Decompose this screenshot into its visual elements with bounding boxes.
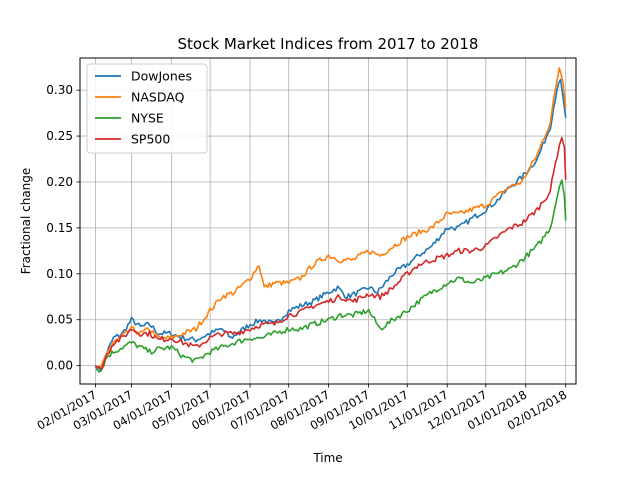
y-axis: 0.00 0.05 0.10 0.15 0.20 0.25 0.30 (46, 83, 80, 373)
legend-label: SP500 (131, 132, 170, 147)
series-line-sp500 (94, 136, 567, 370)
y-tick-label: 0.25 (46, 129, 73, 143)
y-axis-label: Fractional change (19, 168, 33, 275)
legend-label: NASDAQ (131, 90, 185, 105)
y-tick-label: 0.15 (46, 221, 73, 235)
legend-box (86, 63, 208, 154)
chart-title: Stock Market Indices from 2017 to 2018 (178, 35, 479, 53)
series-line-nyse (94, 179, 567, 373)
y-tick-label: 0.05 (46, 313, 73, 327)
plot-frame (79, 57, 577, 385)
y-tick-label: 0.10 (46, 267, 73, 281)
legend-label: NYSE (131, 111, 164, 126)
y-tick-label: 0.20 (46, 175, 73, 189)
y-tick-label: 0.30 (46, 83, 73, 97)
series-lines (94, 67, 567, 373)
x-axis: 02/01/201703/01/201704/01/201705/01/2017… (35, 384, 569, 433)
x-axis-label: Time (312, 451, 342, 465)
legend: DowJones NASDAQ NYSE SP500 (86, 63, 208, 154)
series-line-nasdaq (94, 67, 567, 369)
y-tick-label: 0.00 (46, 359, 73, 373)
legend-label: DowJones (131, 69, 192, 84)
